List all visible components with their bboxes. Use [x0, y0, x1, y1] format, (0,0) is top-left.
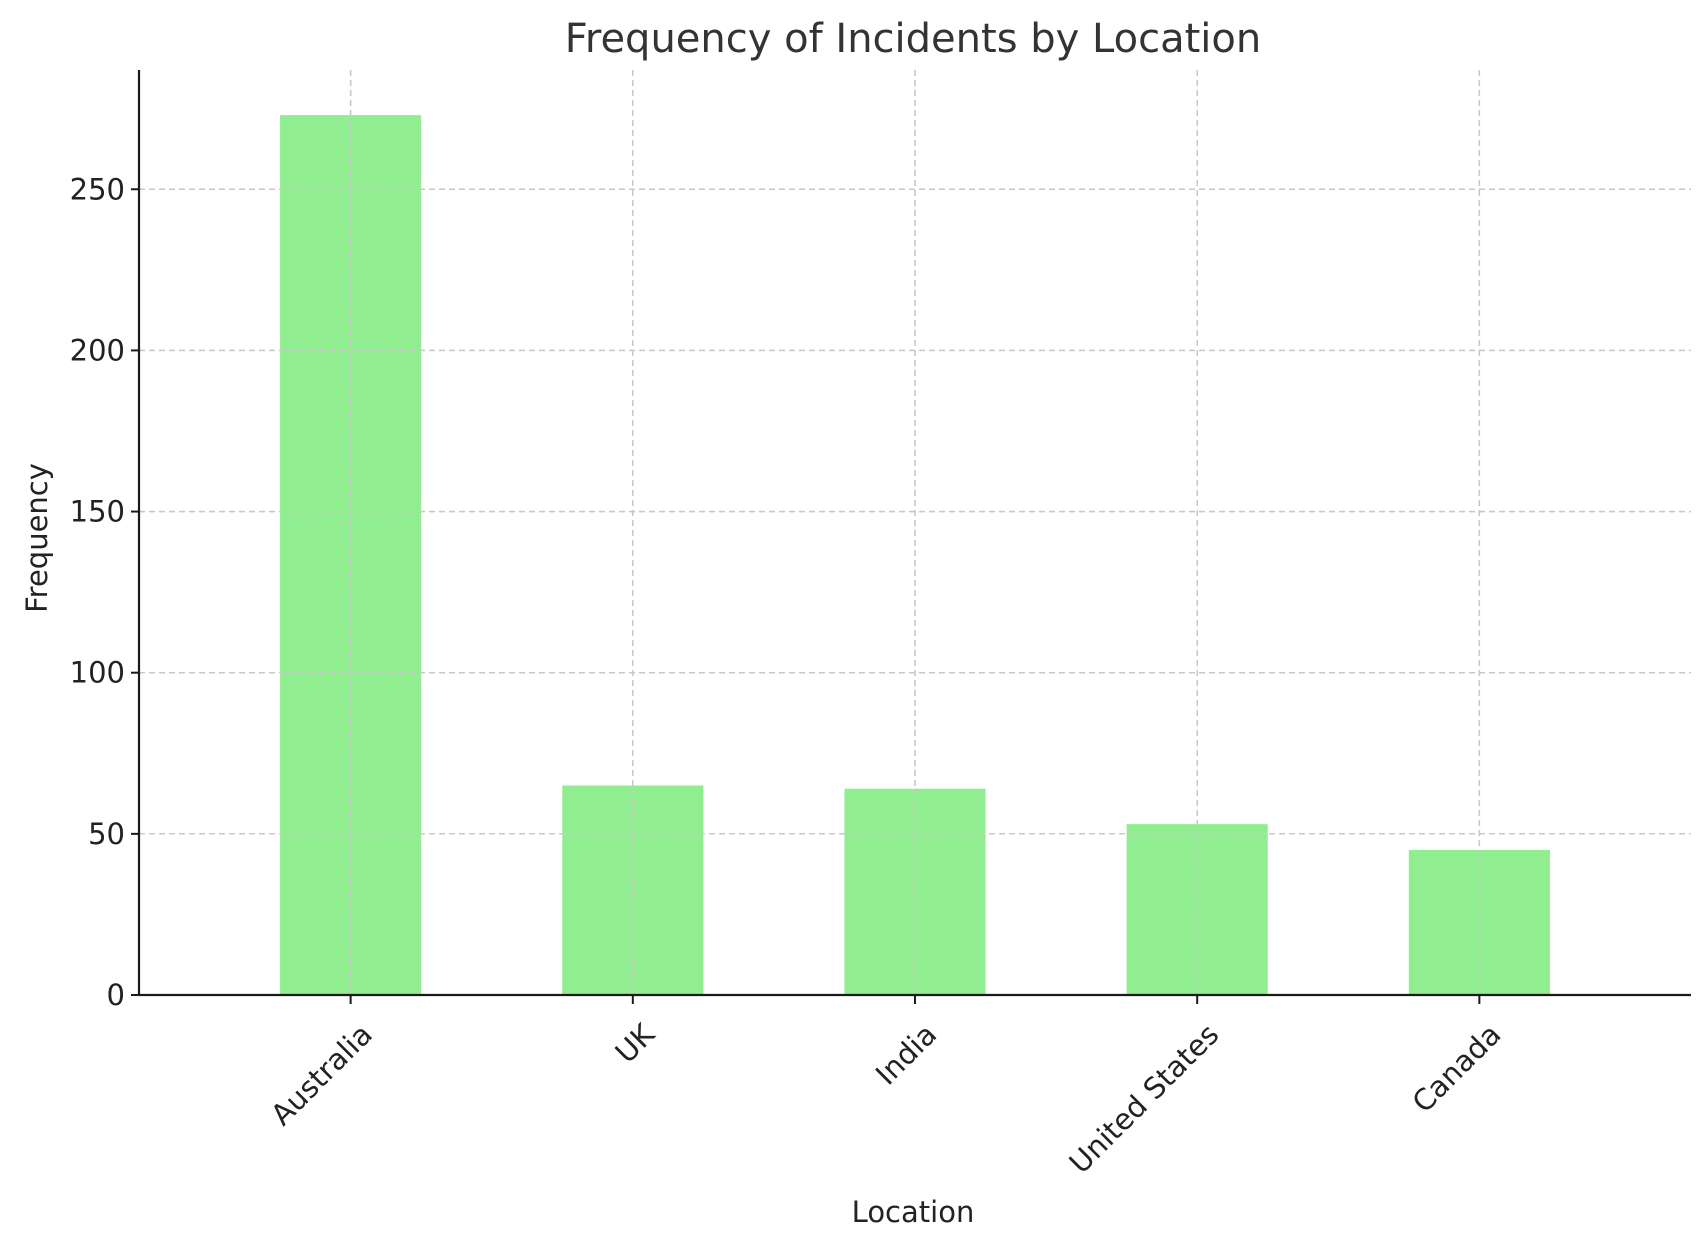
- bar-united-states: [1126, 824, 1268, 995]
- y-axis-label: Frequency: [20, 463, 54, 613]
- x-tick-label: UK: [609, 1016, 662, 1069]
- x-tick-label: Canada: [1406, 1017, 1508, 1119]
- y-tick-label: 250: [70, 172, 125, 206]
- y-tick-label: 100: [70, 656, 125, 690]
- y-axis-ticks: 0 50 100 150 200 250: [70, 172, 139, 1012]
- x-tick-label: Australia: [264, 1017, 379, 1132]
- x-axis-label: Location: [852, 1195, 975, 1229]
- y-tick-label: 50: [88, 817, 125, 851]
- x-tick-label: United States: [1063, 1017, 1226, 1180]
- y-tick-label: 0: [107, 978, 125, 1012]
- bars: [139, 70, 1691, 995]
- chart-title: Frequency of Incidents by Location: [565, 16, 1261, 62]
- y-tick-label: 200: [70, 333, 125, 367]
- x-tick-label: India: [869, 1017, 943, 1091]
- x-axis-ticks: Australia UK India United States Canada: [264, 995, 1508, 1180]
- y-tick-label: 150: [70, 495, 125, 529]
